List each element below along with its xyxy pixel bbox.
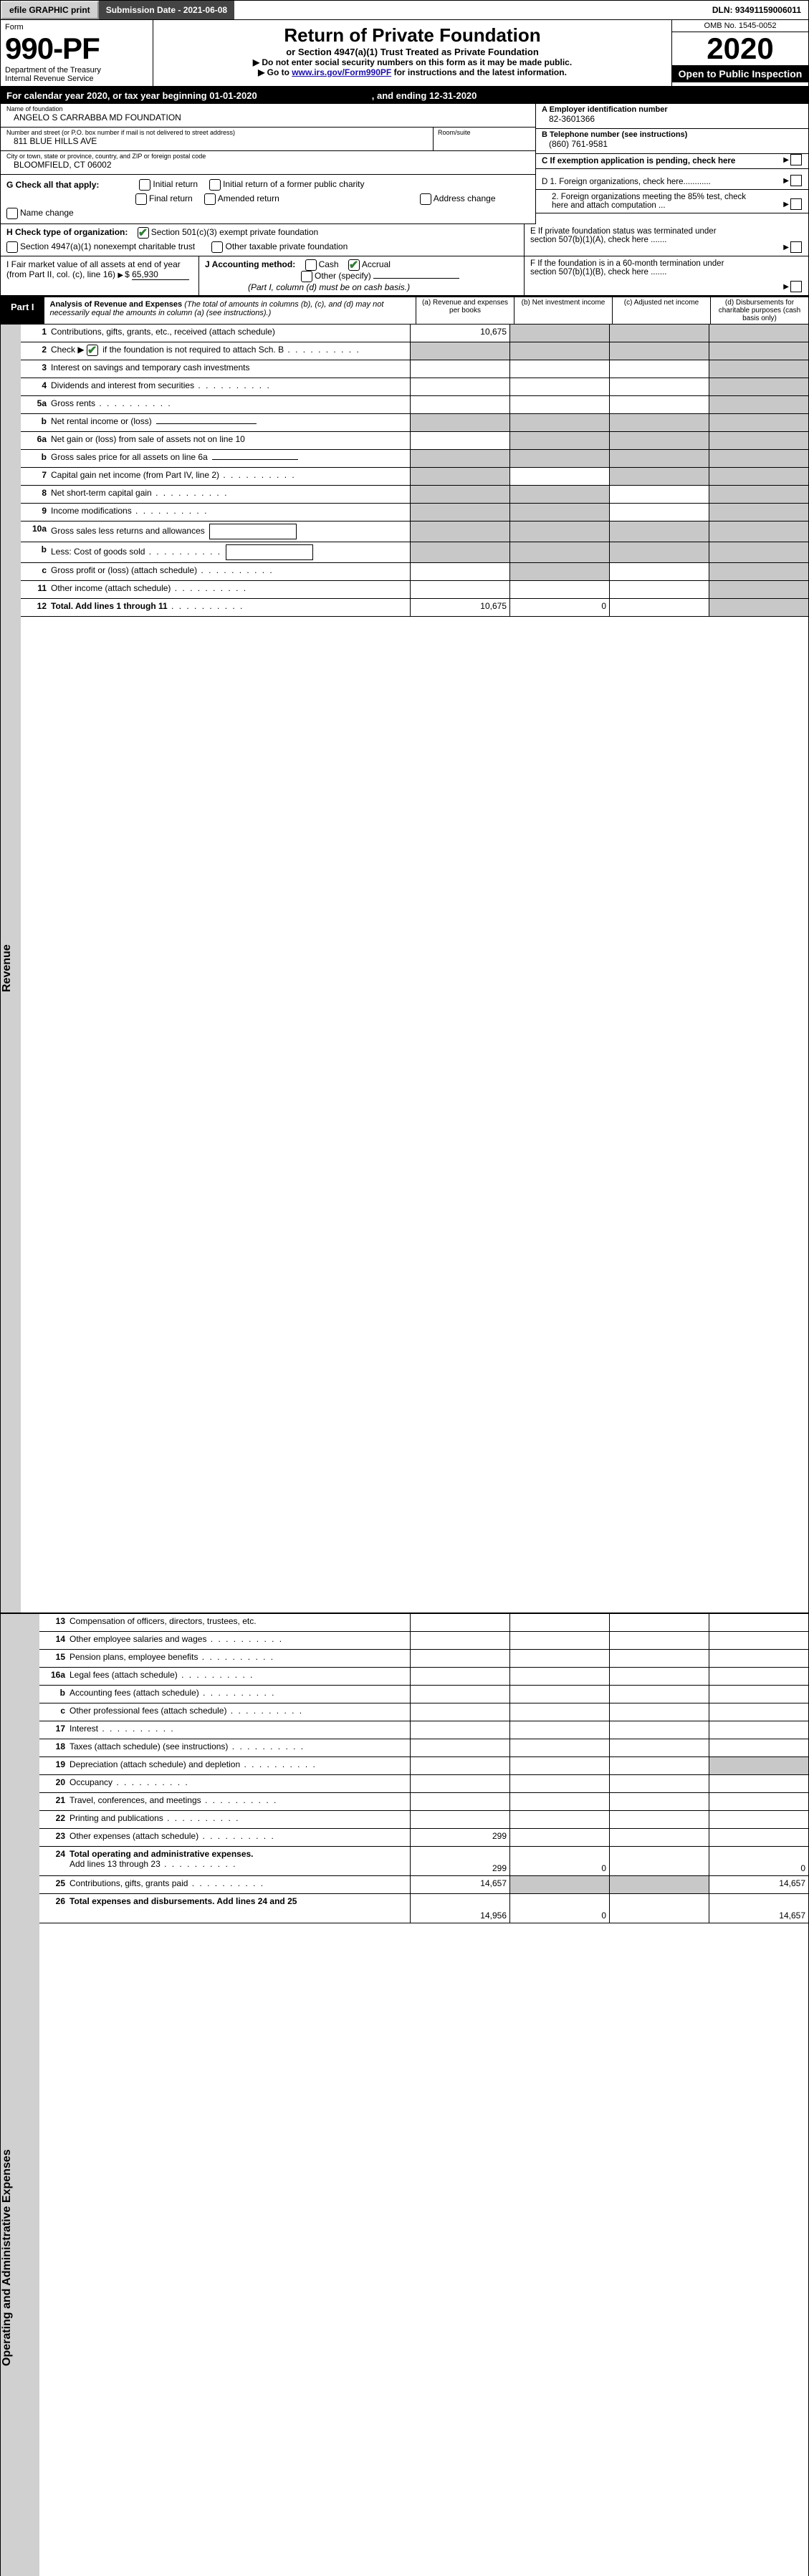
omb-number: OMB No. 1545-0052 (672, 20, 808, 32)
g-final-return[interactable] (135, 193, 147, 205)
d2-checkbox[interactable] (790, 198, 802, 210)
city-label: City or town, state or province, country… (6, 153, 530, 160)
h-501c3[interactable] (138, 227, 149, 239)
h-other-taxable[interactable] (211, 241, 223, 253)
h-label: H Check type of organization: (6, 227, 128, 237)
dept-line-2: Internal Revenue Service (5, 75, 148, 83)
efile-print-button[interactable]: efile GRAPHIC print (1, 1, 99, 19)
tax-year: 2020 (672, 32, 808, 65)
section-h-e: H Check type of organization: Section 50… (1, 224, 808, 256)
part1-header: Part I Analysis of Revenue and Expenses … (1, 296, 808, 325)
form-subtitle: or Section 4947(a)(1) Trust Treated as P… (159, 47, 666, 57)
form-title: Return of Private Foundation (159, 24, 666, 47)
e-checkbox[interactable] (790, 241, 802, 253)
col-d-header: (d) Disbursements for charitable purpose… (710, 297, 808, 324)
submission-date: Submission Date - 2021-06-08 (99, 1, 234, 19)
part1-title: Analysis of Revenue and Expenses (50, 300, 183, 309)
phone-value: (860) 761-9581 (542, 139, 803, 149)
g-label: G Check all that apply: (6, 180, 99, 190)
g-amended[interactable] (204, 193, 216, 205)
g-name-change[interactable] (6, 208, 18, 219)
part1-label: Part I (1, 297, 44, 324)
name-label: Name of foundation (6, 105, 530, 112)
foundation-address: 811 BLUE HILLS AVE (6, 136, 427, 146)
phone-label: B Telephone number (see instructions) (542, 130, 803, 139)
d2-label: 2. Foreign organizations meeting the 85%… (542, 193, 752, 210)
irs-link[interactable]: www.irs.gov/Form990PF (292, 67, 391, 77)
j-note: (Part I, column (d) must be on cash basi… (248, 282, 518, 292)
section-g-d: G Check all that apply: Initial return I… (1, 175, 808, 224)
section-c-checkbox[interactable] (790, 154, 802, 165)
j-cash[interactable] (305, 259, 317, 271)
dept-line-1: Department of the Treasury (5, 66, 148, 75)
e-label: E If private foundation status was termi… (530, 227, 738, 244)
f-label: F If the foundation is in a 60-month ter… (530, 259, 738, 277)
g-initial-return[interactable] (139, 179, 150, 191)
d1-label: D 1. Foreign organizations, check here..… (542, 178, 711, 186)
revenue-table: Revenue 1Contributions, gifts, grants, e… (1, 325, 808, 1613)
expenses-table: Operating and Administrative Expenses 13… (1, 1613, 808, 2576)
calendar-year-strip: For calendar year 2020, or tax year begi… (1, 87, 808, 104)
foundation-name: ANGELO S CARRABBA MD FOUNDATION (6, 112, 530, 122)
addr-label: Number and street (or P.O. box number if… (6, 129, 427, 136)
form-note-1: ▶ Do not enter social security numbers o… (159, 57, 666, 67)
top-bar: efile GRAPHIC print Submission Date - 20… (1, 1, 808, 20)
dln-number: DLN: 93491159006011 (705, 1, 808, 19)
col-b-header: (b) Net investment income (514, 297, 612, 324)
ein-value: 82-3601366 (542, 114, 803, 124)
section-i-j-f: I Fair market value of all assets at end… (1, 256, 808, 296)
f-checkbox[interactable] (790, 281, 802, 292)
foundation-info: Name of foundation ANGELO S CARRABBA MD … (1, 104, 808, 175)
form-page: efile GRAPHIC print Submission Date - 20… (0, 0, 809, 2576)
ein-label: A Employer identification number (542, 105, 803, 114)
g-address-change[interactable] (420, 193, 431, 205)
form-number: 990-PF (5, 32, 148, 66)
expenses-side-label: Operating and Administrative Expenses (1, 1614, 14, 2576)
form-label: Form (5, 23, 148, 32)
form-header: Form 990-PF Department of the Treasury I… (1, 20, 808, 87)
j-other[interactable] (301, 271, 312, 282)
section-c-label: C If exemption application is pending, c… (542, 157, 735, 165)
col-a-header: (a) Revenue and expenses per books (416, 297, 514, 324)
open-to-public: Open to Public Inspection (672, 65, 808, 82)
col-c-header: (c) Adjusted net income (612, 297, 710, 324)
j-label: J Accounting method: (205, 259, 295, 269)
j-accrual[interactable] (348, 259, 360, 271)
g-initial-former[interactable] (209, 179, 221, 191)
foundation-city: BLOOMFIELD, CT 06002 (6, 160, 530, 170)
h-4947[interactable] (6, 241, 18, 253)
room-label: Room/suite (438, 129, 531, 136)
i-value: 65,930 (132, 269, 189, 280)
schb-checkbox[interactable] (87, 345, 98, 356)
form-note-2: ▶ Go to www.irs.gov/Form990PF for instru… (159, 67, 666, 77)
revenue-side-label: Revenue (1, 325, 14, 1613)
d1-checkbox[interactable] (790, 175, 802, 186)
